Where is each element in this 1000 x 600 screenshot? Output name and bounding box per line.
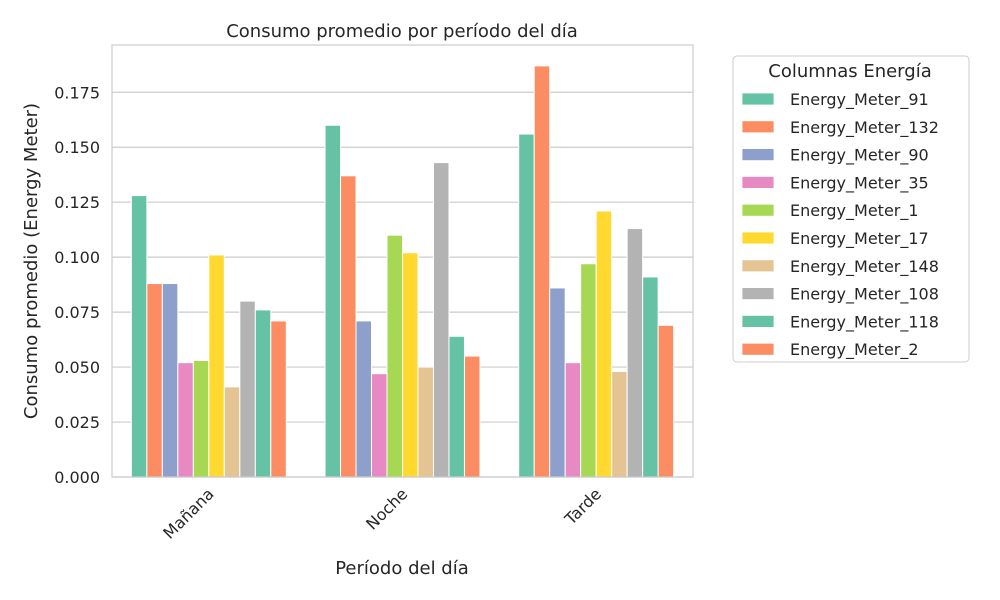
plot-frame (111, 44, 694, 478)
y-tick-label: 0.075 (54, 303, 100, 322)
y-tick-label: 0.000 (54, 468, 100, 487)
legend-swatch (741, 259, 775, 273)
chart-title: Consumo promedio por período del día (226, 21, 578, 42)
bar-energy-meter-35-3 (564, 362, 582, 478)
bar-energy-meter-118-2 (448, 335, 465, 478)
bars (130, 65, 675, 478)
legend-title: Columnas Energía (768, 61, 931, 82)
bar-energy-meter-90-2 (355, 320, 373, 478)
bar-energy-meter-90-3 (549, 287, 566, 478)
x-tick-label: Mañana (159, 484, 217, 542)
y-tick-label: 0.125 (54, 193, 100, 212)
legend-label: Energy_Meter_91 (790, 90, 929, 110)
bar-energy-meter-132-3 (533, 65, 551, 478)
bar-energy-meter-90-1 (161, 283, 179, 478)
y-tick-label: 0.175 (54, 83, 100, 102)
bar-energy-meter-118-3 (642, 276, 659, 478)
legend-label: Energy_Meter_118 (790, 312, 939, 332)
bar-energy-meter-1-2 (386, 234, 403, 478)
legend-label: Energy_Meter_2 (790, 340, 919, 360)
legend-label: Energy_Meter_1 (790, 201, 919, 221)
legend-label: Energy_Meter_35 (790, 173, 929, 193)
bar-energy-meter-2-1 (270, 320, 287, 478)
bar-energy-meter-1-3 (580, 263, 597, 478)
legend-swatch (741, 231, 775, 245)
legend: Columnas Energía Energy_Meter_91Energy_M… (732, 55, 970, 363)
legend-swatch (741, 120, 775, 134)
legend-swatch (741, 314, 775, 328)
legend-swatch (741, 175, 775, 189)
y-axis-label: Consumo promedio (Energy Meter) (21, 103, 42, 419)
legend-swatch (741, 148, 775, 162)
bar-energy-meter-2-2 (463, 355, 481, 478)
legend-swatch (741, 342, 775, 356)
legend-swatch (741, 203, 775, 217)
y-tick-label: 0.050 (54, 358, 100, 377)
legend-swatch (741, 287, 775, 301)
x-tick-labels: Mañana Noche Tarde (159, 484, 605, 542)
bar-energy-meter-1-1 (192, 359, 210, 478)
x-tick-label: Noche (362, 484, 411, 533)
bar-energy-meter-91-2 (324, 124, 342, 478)
x-tick-label: Tarde (560, 484, 605, 529)
legend-label: Energy_Meter_132 (790, 118, 939, 138)
legend-items: Energy_Meter_91 Energy_Meter_132 Energy_Me… (741, 90, 939, 360)
legend-swatch (741, 92, 775, 106)
x-axis-label: Período del día (335, 558, 469, 579)
bar-energy-meter-132-1 (146, 283, 163, 478)
y-tick-label: 0.100 (54, 248, 100, 267)
legend-label: Energy_Meter_17 (790, 229, 929, 249)
bar-energy-meter-91-3 (518, 133, 535, 478)
legend-label: Energy_Meter_148 (790, 257, 939, 277)
bar-energy-meter-17-1 (208, 254, 225, 478)
bar-energy-meter-148-3 (611, 370, 628, 478)
legend-label: Energy_Meter_90 (790, 146, 929, 166)
legend-label: Energy_Meter_108 (790, 285, 939, 305)
bar-energy-meter-35-1 (177, 362, 194, 478)
bar-energy-meter-108-3 (626, 228, 644, 478)
bar-energy-meter-35-2 (371, 373, 388, 478)
bar-energy-meter-17-2 (402, 252, 419, 478)
bar-energy-meter-17-3 (595, 210, 613, 478)
bar-energy-meter-91-1 (130, 195, 148, 478)
bar-energy-meter-2-3 (657, 324, 675, 478)
bar-energy-meter-118-1 (254, 309, 272, 478)
bar-energy-meter-148-2 (417, 366, 434, 478)
legend-box (732, 55, 970, 363)
y-tick-label: 0.025 (54, 413, 100, 432)
y-tick-label: 0.150 (54, 138, 100, 157)
bar-energy-meter-148-1 (223, 386, 241, 478)
bar-energy-meter-108-2 (432, 162, 450, 478)
bar-energy-meter-108-1 (239, 300, 256, 478)
y-tick-labels: 0.000 0.025 0.050 0.075 0.100 0.125 0.150 0.175 (54, 83, 100, 487)
bar-energy-meter-132-2 (340, 175, 357, 478)
